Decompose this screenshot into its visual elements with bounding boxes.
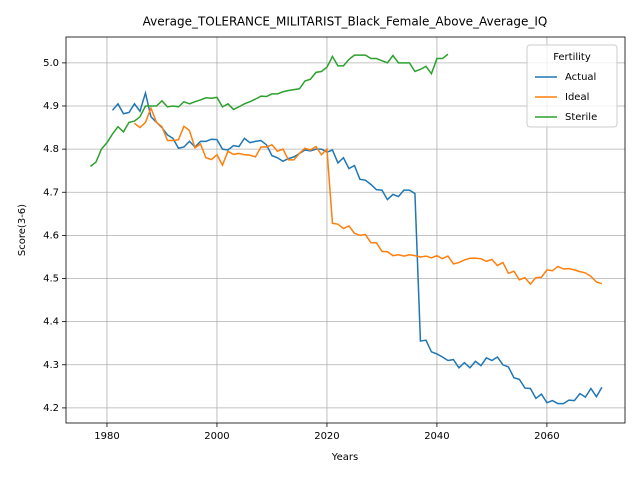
y-tick-label: 4.7 xyxy=(43,187,59,198)
x-tick-label: 2060 xyxy=(534,431,559,442)
y-tick-label: 4.9 xyxy=(43,101,59,112)
y-tick-label: 5.0 xyxy=(43,58,59,69)
y-axis-label: Score(3-6) xyxy=(17,204,28,256)
x-tick-label: 1980 xyxy=(94,431,119,442)
series-line xyxy=(134,106,603,286)
chart-title: Average_TOLERANCE_MILITARIST_Black_Femal… xyxy=(143,15,548,29)
legend-label: Sterile xyxy=(565,112,597,123)
legend-title: Fertility xyxy=(553,52,591,63)
legend-label: Actual xyxy=(565,72,596,83)
plot-frame xyxy=(65,36,626,424)
x-tick-label: 2020 xyxy=(314,431,339,442)
series-line xyxy=(90,53,449,167)
y-tick-label: 4.6 xyxy=(43,230,59,241)
x-axis-label: Years xyxy=(331,452,358,463)
y-tick-label: 4.8 xyxy=(43,144,59,155)
x-tick-label: 2040 xyxy=(424,431,449,442)
y-tick-label: 4.2 xyxy=(43,403,59,414)
legend-box xyxy=(526,44,618,128)
y-tick-label: 4.3 xyxy=(43,360,59,371)
x-tick-label: 2000 xyxy=(204,431,229,442)
legend-label: Ideal xyxy=(565,92,589,103)
y-tick-label: 4.4 xyxy=(43,317,59,328)
y-tick-label: 4.5 xyxy=(43,274,59,285)
